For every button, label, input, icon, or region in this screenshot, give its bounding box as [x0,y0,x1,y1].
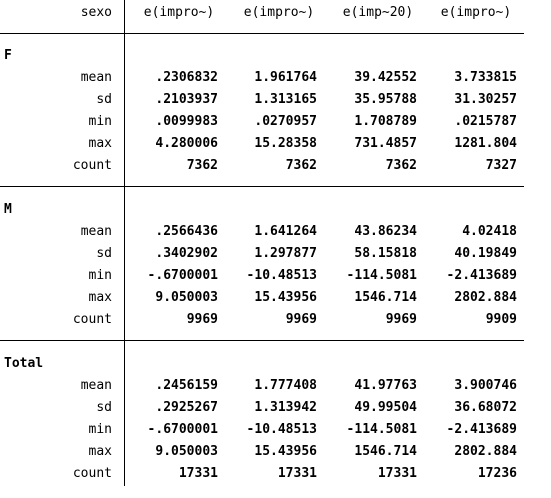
column-header-4: e(impro~) [440,5,512,20]
table-cell: 2802.884 [454,290,517,305]
table-cell: 1.297877 [254,246,317,261]
table-cell: 1546.714 [354,444,417,459]
table-cell: 9969 [385,312,417,327]
stat-label: sd [96,400,112,415]
table-cell: 1281.804 [454,136,517,151]
table-cell: 15.43956 [254,444,317,459]
table-cell: 1546.714 [354,290,417,305]
table-cell: 1.708789 [354,114,417,129]
table-cell: 1.313942 [254,400,317,415]
group-divider [0,340,524,341]
table-cell: .2566436 [155,224,218,239]
table-cell: 9969 [186,312,218,327]
table-cell: -2.413689 [446,268,517,283]
table-cell: .2103937 [155,92,218,107]
table-cell: 39.42552 [354,70,417,85]
table-cell: 7362 [186,158,218,173]
table-cell: -2.413689 [446,422,517,437]
stat-label: max [88,290,112,305]
table-cell: .0215787 [454,114,517,129]
table-cell: 4.280006 [155,136,218,151]
column-header-1: e(impro~) [143,5,215,20]
table-cell: 7362 [385,158,417,173]
table-cell: 17236 [477,466,517,481]
table-cell: 3.900746 [454,378,517,393]
table-cell: .2925267 [155,400,218,415]
table-cell: 40.19849 [454,246,517,261]
stat-label: max [88,444,112,459]
table-cell: 15.43956 [254,290,317,305]
table-cell: 58.15818 [354,246,417,261]
group-label-f: F [4,48,12,63]
stat-label: max [88,136,112,151]
table-cell: 2802.884 [454,444,517,459]
stat-label: sd [96,246,112,261]
table-cell: .2456159 [155,378,218,393]
table-cell: 15.28358 [254,136,317,151]
stat-label: count [72,158,112,173]
stat-label: count [72,466,112,481]
stat-label: min [88,422,112,437]
table-cell: 9.050003 [155,290,218,305]
table-cell: 35.95788 [354,92,417,107]
header-divider [0,33,524,34]
group-divider [0,186,524,187]
table-cell: -10.48513 [246,268,317,283]
table-cell: 43.86234 [354,224,417,239]
table-cell: 9969 [285,312,317,327]
table-cell: 36.68072 [454,400,517,415]
stat-label: count [72,312,112,327]
stat-label: mean [80,224,112,239]
column-header-2: e(impro~) [243,5,315,20]
table-cell: .0099983 [155,114,218,129]
table-cell: 9.050003 [155,444,218,459]
table-cell: 731.4857 [354,136,417,151]
stat-label: mean [80,70,112,85]
stat-label: min [88,268,112,283]
table-cell: -114.5081 [346,268,417,283]
table-cell: 17331 [377,466,417,481]
stat-label: min [88,114,112,129]
group-label-total: Total [4,356,44,371]
table-cell: 17331 [277,466,317,481]
table-cell: 49.99504 [354,400,417,415]
table-cell: -.6700001 [147,422,218,437]
table-cell: 7327 [485,158,517,173]
stub-divider [124,0,125,486]
table-cell: -10.48513 [246,422,317,437]
column-header-3: e(imp~20) [342,5,414,20]
table-cell: .2306832 [155,70,218,85]
table-cell: 3.733815 [454,70,517,85]
table-cell: 4.02418 [462,224,517,239]
table-cell: .0270957 [254,114,317,129]
table-cell: -.6700001 [147,268,218,283]
table-cell: 41.97763 [354,378,417,393]
table-cell: 17331 [178,466,218,481]
table-cell: 31.30257 [454,92,517,107]
stat-label: sd [96,92,112,107]
table-cell: 1.313165 [254,92,317,107]
header-stub-label: sexo [80,5,112,20]
table-cell: 1.641264 [254,224,317,239]
table-cell: 1.961764 [254,70,317,85]
group-label-m: M [4,202,12,217]
table-cell: -114.5081 [346,422,417,437]
table-cell: 1.777408 [254,378,317,393]
stat-label: mean [80,378,112,393]
table-cell: .3402902 [155,246,218,261]
table-cell: 9909 [485,312,517,327]
table-cell: 7362 [285,158,317,173]
